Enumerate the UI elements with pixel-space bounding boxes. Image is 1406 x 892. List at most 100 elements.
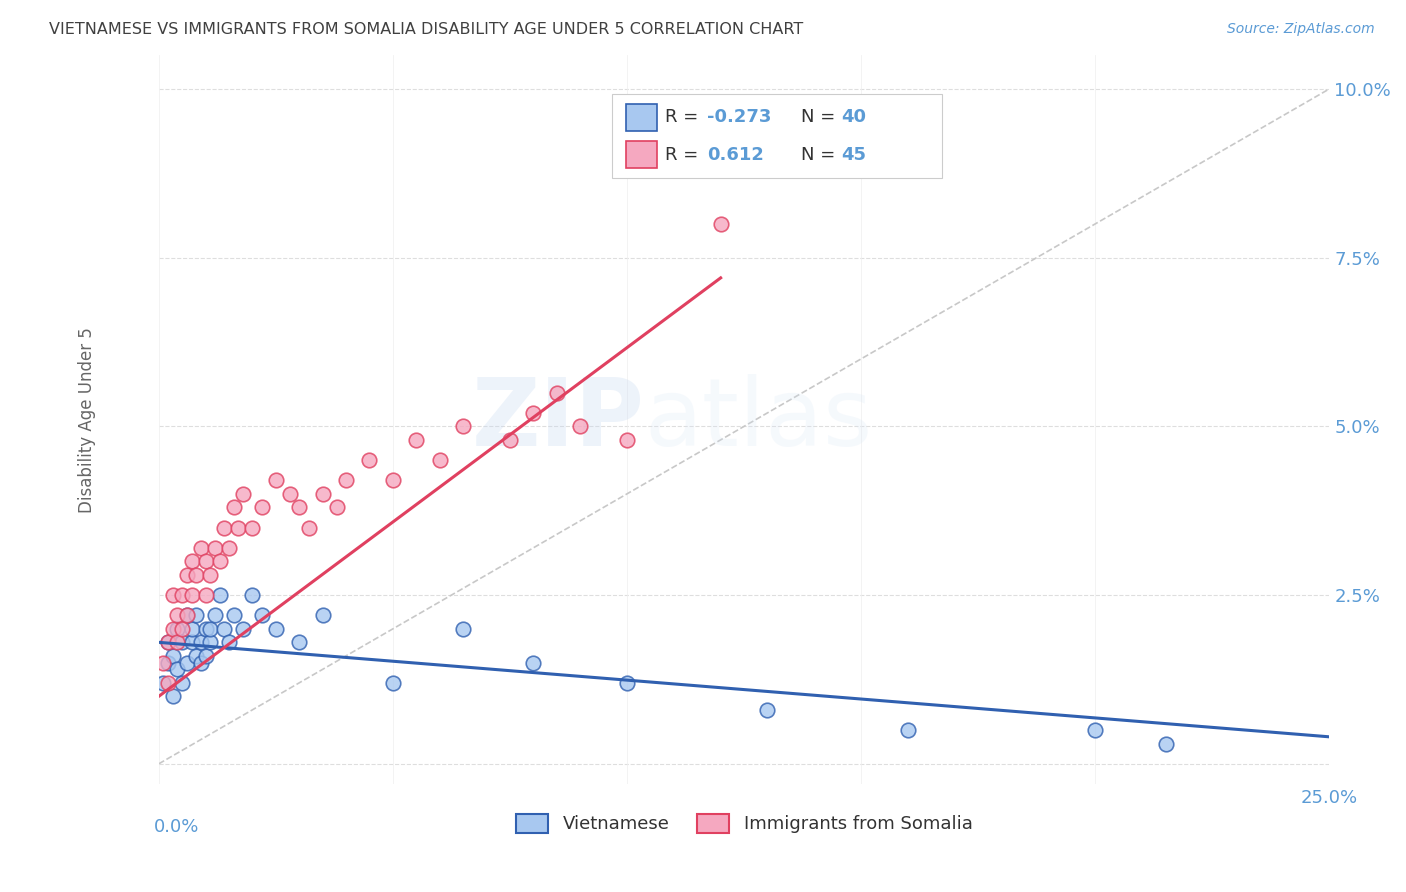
Point [451,622,474,636]
Point [166,662,188,676]
Point [166,622,188,636]
Text: N =: N = [801,109,841,127]
Point [522,656,544,670]
Point [194,648,217,663]
Point [242,520,264,534]
Point [194,588,217,602]
Point [166,608,188,623]
Point [335,474,357,488]
Point [194,554,217,568]
Point [204,608,226,623]
Point [232,487,254,501]
Point [756,703,779,717]
Point [200,567,222,582]
Y-axis label: Disability Age Under 5: Disability Age Under 5 [79,326,96,513]
Text: 0.0%: 0.0% [155,818,200,836]
Point [1084,723,1107,737]
Point [897,723,920,737]
Point [250,500,273,515]
Point [152,656,174,670]
Point [522,406,544,420]
Point [194,622,217,636]
Point [311,487,333,501]
Text: R =: R = [665,145,704,163]
Point [186,648,208,663]
Text: VIETNAMESE VS IMMIGRANTS FROM SOMALIA DISABILITY AGE UNDER 5 CORRELATION CHART: VIETNAMESE VS IMMIGRANTS FROM SOMALIA DI… [49,22,803,37]
Point [264,474,287,488]
Point [176,567,198,582]
Point [288,635,311,649]
Point [616,676,638,690]
Point [214,622,236,636]
Point [616,433,638,447]
Point [157,635,180,649]
Point [176,608,198,623]
Point [162,588,184,602]
Point [325,500,347,515]
Text: ZIP: ZIP [471,374,644,466]
Point [218,635,240,649]
Point [200,622,222,636]
Point [157,676,180,690]
Point [176,656,198,670]
Point [190,635,212,649]
Text: Source: ZipAtlas.com: Source: ZipAtlas.com [1227,22,1375,37]
Point [180,635,202,649]
Point [451,419,474,434]
Point [172,676,194,690]
Point [172,635,194,649]
Point [222,500,245,515]
Text: N =: N = [801,145,841,163]
Point [222,608,245,623]
Point [180,554,202,568]
Point [162,690,184,704]
Point [228,520,250,534]
Point [186,608,208,623]
Point [152,676,174,690]
Point [381,474,404,488]
Point [232,622,254,636]
Point [710,217,733,231]
Point [288,500,311,515]
Point [157,635,180,649]
Point [166,635,188,649]
Text: -0.273: -0.273 [707,109,772,127]
Text: atlas: atlas [644,374,873,466]
Point [186,567,208,582]
Point [208,588,231,602]
Point [311,608,333,623]
Point [264,622,287,636]
Point [242,588,264,602]
Point [569,419,592,434]
Point [405,433,427,447]
Text: 45: 45 [841,145,866,163]
Point [250,608,273,623]
Point [172,588,194,602]
Point [204,541,226,555]
Point [200,635,222,649]
Point [208,554,231,568]
Point [499,433,522,447]
Text: 40: 40 [841,109,866,127]
Point [381,676,404,690]
Text: 0.612: 0.612 [707,145,763,163]
Point [297,520,319,534]
Point [218,541,240,555]
Point [162,622,184,636]
Point [429,453,451,467]
Point [190,656,212,670]
Point [214,520,236,534]
Point [180,622,202,636]
Point [546,385,568,400]
Point [176,608,198,623]
Point [359,453,381,467]
Point [278,487,301,501]
Point [162,648,184,663]
Text: R =: R = [665,109,704,127]
Point [172,622,194,636]
Legend: Vietnamese, Immigrants from Somalia: Vietnamese, Immigrants from Somalia [509,807,980,840]
Point [190,541,212,555]
Point [180,588,202,602]
Point [1154,737,1177,751]
Point [157,656,180,670]
